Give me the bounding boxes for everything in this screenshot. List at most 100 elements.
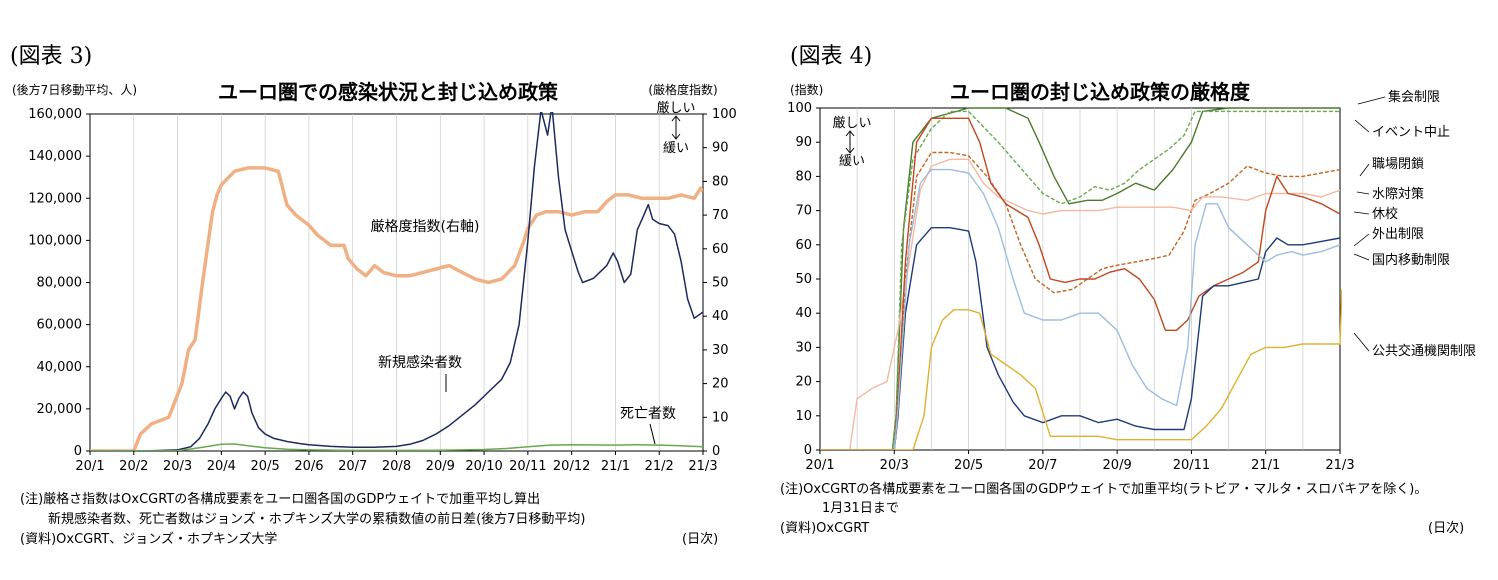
figure4-label-domestic-travel: 国内移動制限: [1372, 252, 1450, 268]
figure4-series-events: [820, 110, 1340, 450]
figure3-x-tick-label: 20/11: [509, 459, 546, 474]
figure3-loose-label: 緩い: [663, 141, 689, 156]
figure3-x-tick-label: 20/2: [119, 459, 148, 474]
figure3-right-tick-label: 70: [712, 208, 729, 223]
figure4-y-tick-label: 100: [787, 101, 812, 116]
figure4-y-tick-label: 90: [795, 135, 812, 150]
figure4-y-tick-label: 30: [795, 340, 812, 355]
figure3-left-tick-label: 40,000: [37, 360, 83, 375]
figure3-note-1: (注)厳格さ指数はOxCGRTの各構成要素をユーロ圏各国のGDPウェイトで加重平…: [20, 492, 541, 507]
figure3-right-tick-label: 50: [712, 276, 729, 291]
figure4-series-school: [820, 117, 1341, 450]
figure4-label-workplace-leader: [1359, 163, 1370, 177]
figure3-left-axis-label: (後方7日移動平均、人): [12, 82, 137, 97]
figure4-series-workplace: [820, 151, 1341, 450]
figure4-axes: 20/1 20/3 20/5 20/7 20/9 20/11 21/1 21/3 0 10 20 30…: [787, 101, 1354, 473]
figure3-left-tick-label: 0: [74, 444, 82, 459]
figure3-x-tick-label: 21/1: [601, 459, 630, 474]
figure3-strict-label: 厳しい: [656, 101, 695, 116]
figure3-series-new-cases: [90, 112, 703, 451]
figure4-y-tick-label: 40: [795, 306, 812, 321]
figure3-x-unit: (日次): [682, 532, 719, 547]
figure4-strict-label: 厳しい: [832, 116, 871, 131]
figure3-label: (図表 3): [10, 44, 93, 69]
figure4-series-stay-home: [820, 226, 1341, 450]
figure3-x-tick-label: 21/2: [645, 459, 674, 474]
figure4-x-tick-label: 20/3: [880, 458, 909, 473]
figure4-panel: (図表 4) (指数) ユーロ圏の封じ込め政策の厳格度 厳しい 緩い 20/1 2…: [760, 0, 1498, 580]
figure4-series-domestic-travel: [820, 168, 1341, 450]
figure4-y-tick-label: 50: [795, 272, 812, 287]
figure4-x-tick-label: 20/9: [1103, 458, 1132, 473]
figure3-panel: (図表 3) (後方7日移動平均、人) ユーロ圏での感染状況と封じ込め政策 (厳…: [0, 0, 745, 580]
figure4-x-unit: (日次): [1428, 521, 1465, 536]
figure4-series-public-transport: [820, 289, 1342, 450]
figure3-series-deaths: [90, 443, 703, 451]
figure4-x-tick-label: 20/5: [954, 458, 983, 473]
figure4-x-tick-label: 20/1: [805, 458, 834, 473]
figure4-label-workplace: 職場閉鎖: [1372, 156, 1424, 172]
figure4-label-school: 休校: [1372, 206, 1398, 222]
figure3-right-tick-label: 100: [712, 107, 737, 122]
figure4-chart: (指数) ユーロ圏の封じ込め政策の厳格度 厳しい 緩い 20/1 20/3 20/5…: [787, 80, 1476, 473]
figure3-left-tick-label: 100,000: [28, 233, 82, 248]
figure3-note-2: 新規感染者数、死亡者数はジョンズ・ホプキンズ大学の累積数値の前日差(後方7日移動…: [48, 512, 586, 527]
figure3-x-tick-label: 20/3: [163, 459, 192, 474]
figure3-right-tick-label: 0: [712, 444, 720, 459]
figure3-right-tick-label: 10: [712, 410, 729, 425]
figure4-x-tick-label: 21/3: [1325, 458, 1354, 473]
figure3-left-tick-label: 140,000: [28, 149, 82, 164]
figure3-axes: 20/1 20/2 20/3 20/4 20/5 20/6 20/7 20/8 20/9 20/1…: [28, 107, 737, 474]
figure3-x-tick-label: 20/8: [382, 459, 411, 474]
figure4-series: [820, 107, 1342, 450]
figure3-annotation-deaths: 死亡者数: [620, 406, 676, 422]
figure3-left-tick-label: 80,000: [37, 276, 83, 291]
figure4-title: ユーロ圏の封じ込め政策の厳格度: [950, 80, 1251, 104]
figure3-series-strictness: [90, 166, 703, 451]
figure4-y-tick-label: 10: [795, 409, 812, 424]
figure3-left-tick-label: 60,000: [37, 318, 83, 333]
figure3-right-tick-label: 40: [712, 309, 729, 324]
figure3-x-tick-label: 20/7: [338, 459, 367, 474]
figure3-chart: (後方7日移動平均、人) ユーロ圏での感染状況と封じ込め政策 (厳格度指数) 厳…: [12, 80, 737, 474]
figure4-y-tick-label: 60: [795, 238, 812, 253]
figure4-label-stay-home: 外出制限: [1372, 227, 1424, 242]
figure4-label-gathering-leader: [1357, 96, 1386, 105]
figure4-label-events: イベント中止: [1372, 125, 1450, 140]
figure3-gridlines: [89, 113, 704, 452]
figure4-x-tick-label: 21/1: [1251, 458, 1280, 473]
figure4-y-tick-label: 0: [804, 443, 812, 458]
figure4-direction-arrow: [845, 130, 855, 154]
figure3-x-tick-label: 21/3: [688, 459, 717, 474]
figure3-right-axis-label: (厳格度指数): [648, 82, 717, 97]
figure3-left-tick-label: 20,000: [37, 402, 83, 417]
figure4-x-tick-label: 20/11: [1173, 458, 1210, 473]
figure3-right-tick-label: 30: [712, 343, 729, 358]
figure4-label-events-leader: [1354, 119, 1370, 133]
figure4-label-public-transport-leader: [1353, 332, 1370, 352]
figure4-y-tick-label: 20: [795, 375, 812, 390]
figure3-left-tick-label: 120,000: [28, 191, 82, 206]
figure4-x-tick-label: 20/7: [1028, 458, 1057, 473]
figure3-x-tick-label: 20/10: [465, 459, 502, 474]
figure4-source: (資料)OxCGRT: [780, 521, 870, 536]
figure4-label-gathering: 集会制限: [1388, 89, 1440, 105]
figure4-axis-label: (指数): [790, 82, 823, 97]
figure4-label-border: 水際対策: [1372, 186, 1424, 202]
figure3-right-tick-label: 60: [712, 242, 729, 257]
figure4-label-domestic-travel-leader: [1353, 253, 1370, 261]
figure4-series-gathering: [820, 107, 1340, 450]
figure3-right-tick-label: 80: [712, 174, 729, 189]
figure3-x-tick-label: 20/1: [75, 459, 104, 474]
figure4-label-public-transport: 公共交通機関制限: [1372, 343, 1476, 359]
figure3-x-tick-label: 20/5: [251, 459, 280, 474]
figure3-right-tick-label: 90: [712, 141, 729, 156]
figure3-source: (資料)OxCGRT、ジョンズ・ホプキンズ大学: [20, 532, 278, 547]
figure4-note-2: 1月31日まで: [822, 501, 899, 516]
figure4-gridlines: [819, 107, 1341, 451]
figure4-label-school-leader: [1353, 211, 1370, 215]
figure4-series-border: [820, 158, 1341, 450]
figure3-deaths-pointer: [649, 423, 656, 445]
figure3-x-tick-label: 20/9: [426, 459, 455, 474]
